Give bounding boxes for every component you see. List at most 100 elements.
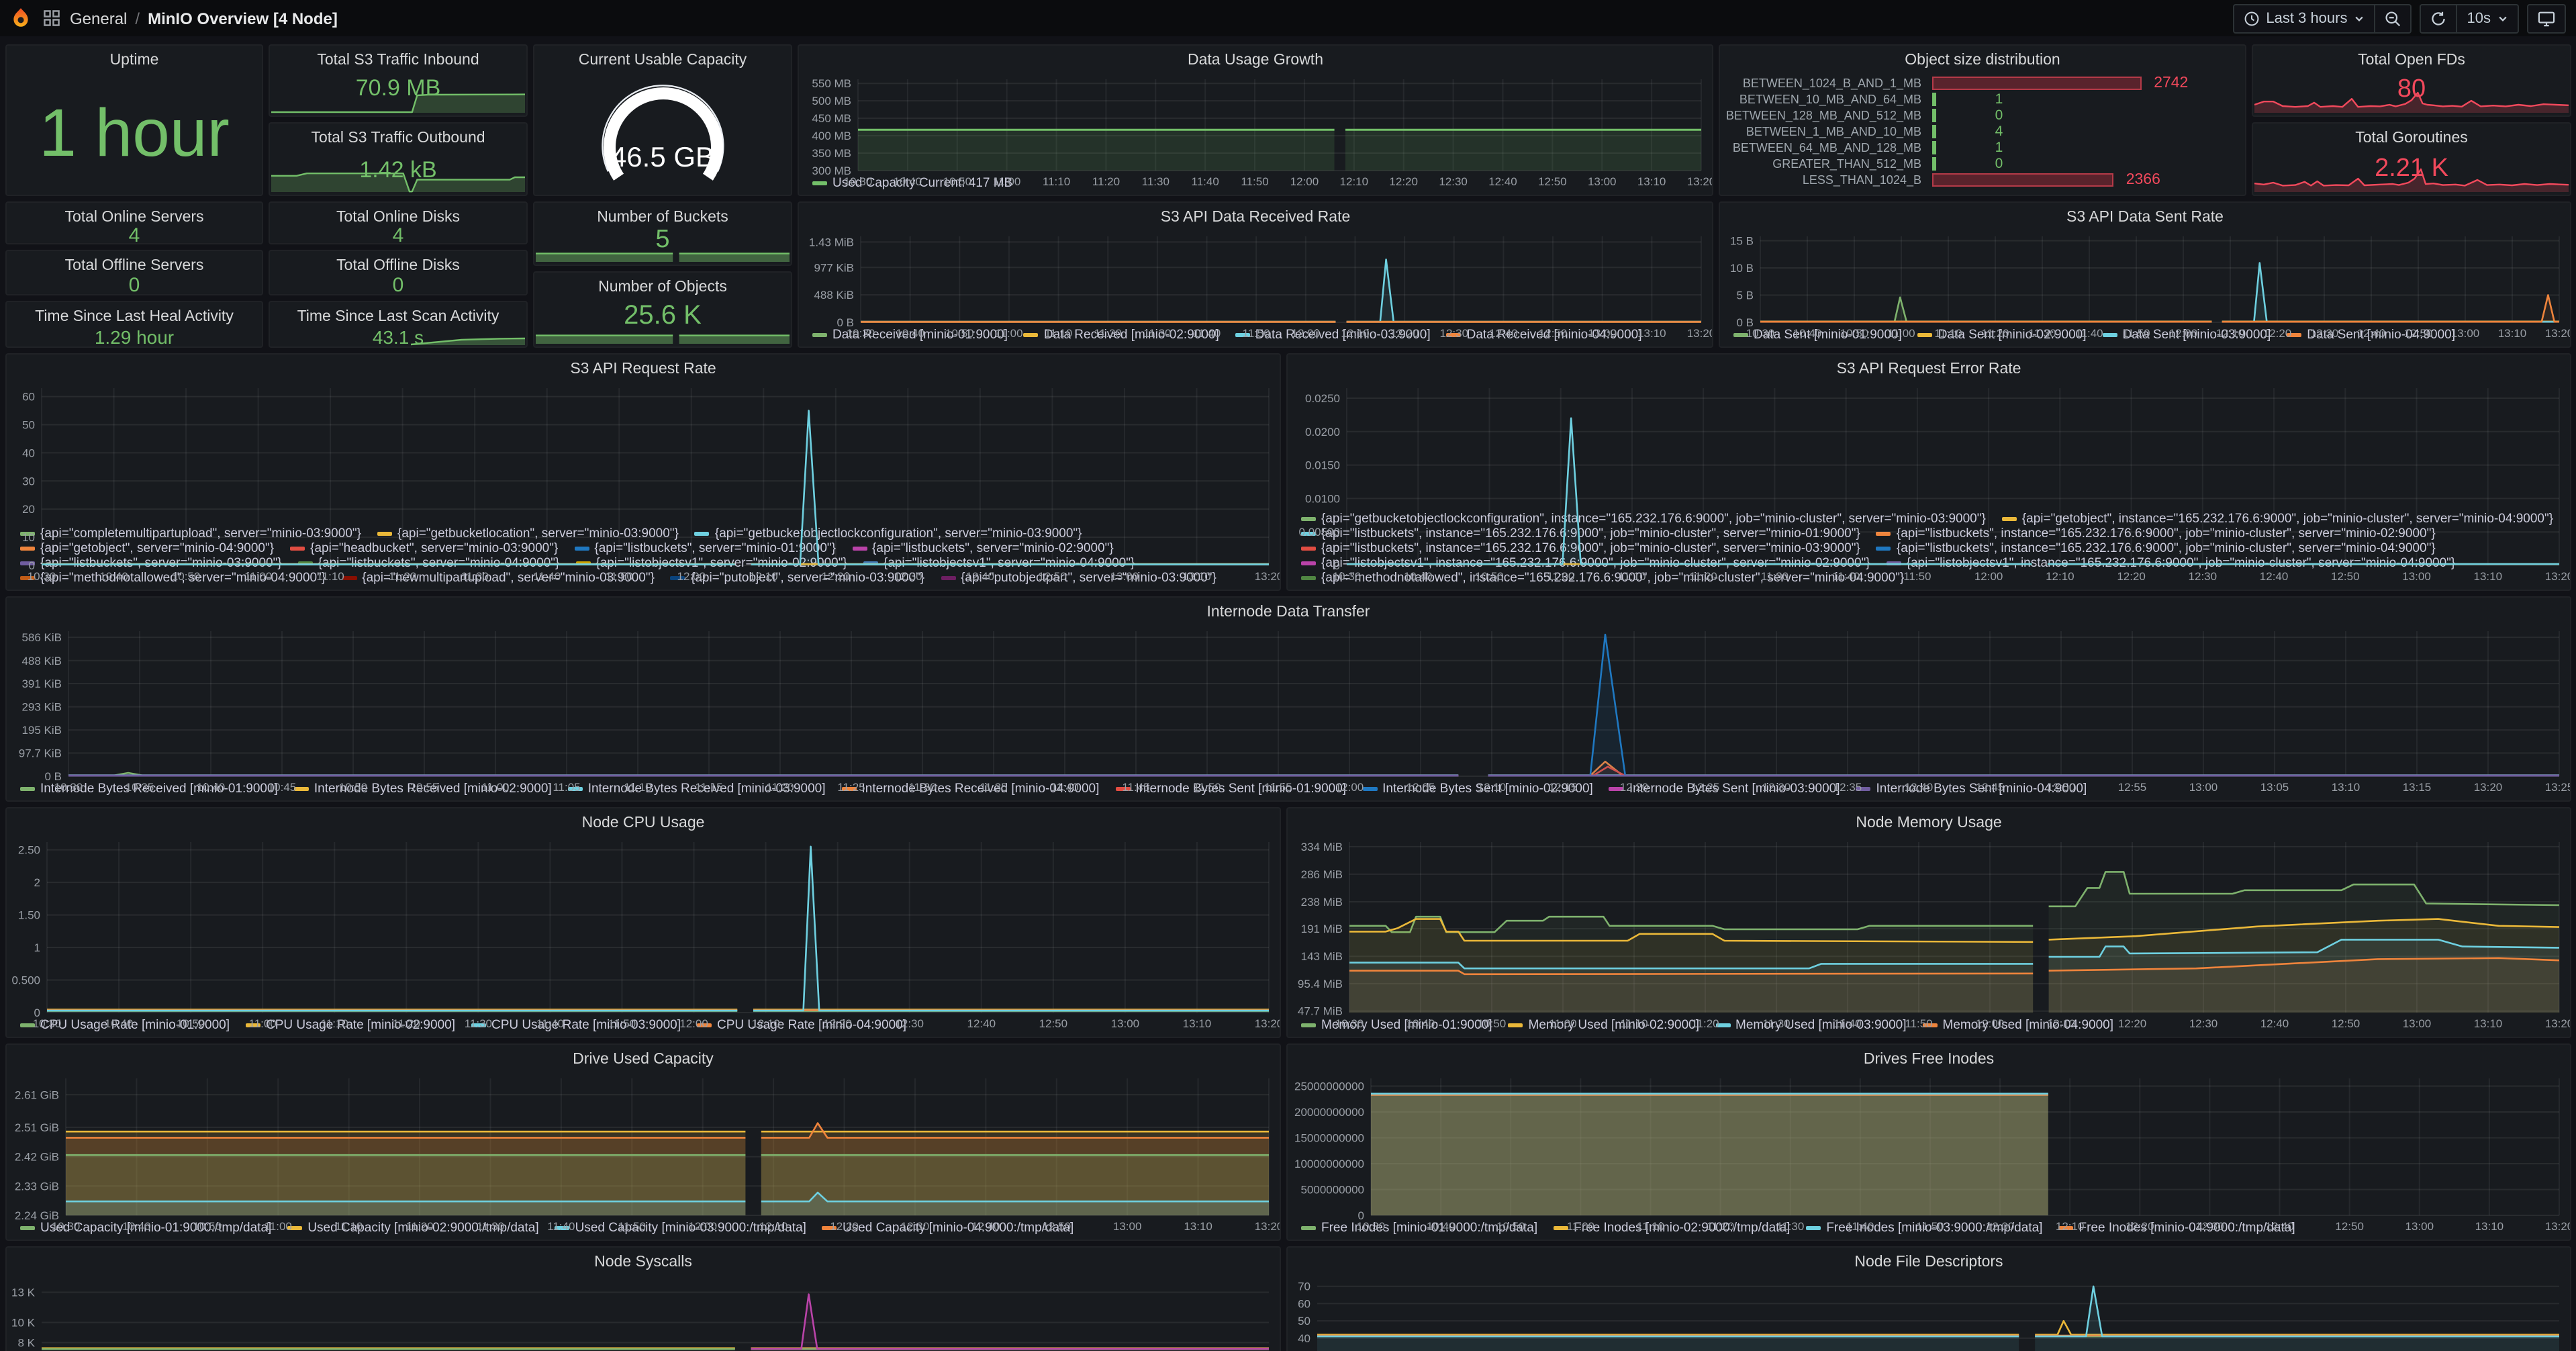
- legend-item[interactable]: CPU Usage Rate [minio-02:9000]: [246, 1018, 455, 1033]
- panel-title[interactable]: Node CPU Usage: [581, 815, 705, 831]
- panel-title[interactable]: Drive Used Capacity: [573, 1052, 714, 1068]
- legend-item[interactable]: Used Capacity [minio-02:9000:/tmp/data]: [287, 1221, 539, 1236]
- dashboard-title[interactable]: MinIO Overview [4 Node]: [148, 9, 338, 28]
- panel-title[interactable]: S3 API Data Received Rate: [1160, 209, 1351, 226]
- legend-item[interactable]: {api="methodnotallowed", server="minio-0…: [20, 571, 326, 586]
- panel-title[interactable]: Internode Data Transfer: [1206, 604, 1370, 620]
- legend-item[interactable]: {api="listbuckets", instance="165.232.17…: [1301, 526, 1860, 541]
- legend-item[interactable]: Internode Bytes Received [minio-04:9000]: [841, 782, 1099, 796]
- legend-item[interactable]: Used Capacity Current: 417 MB: [812, 176, 1012, 191]
- panel-title[interactable]: Total Online Servers: [64, 209, 204, 226]
- legend-item[interactable]: Used Capacity [minio-01:9000:/tmp/data]: [20, 1221, 271, 1236]
- internode-plot[interactable]: 10:30 10:35 10:40 10:45 10:50 10:55 11:00 11:05…: [7, 623, 2570, 794]
- drive-used-plot[interactable]: 10:30 10:40 10:50 11:00 11:10 11:20 11:30 11:40…: [7, 1070, 1280, 1233]
- legend-item[interactable]: {api="putobject", server="minio-03:9000"…: [670, 571, 924, 586]
- legend-item[interactable]: Internode Bytes Received [minio-01:9000]: [20, 782, 278, 796]
- legend-item[interactable]: {api="getbucketobjectlockconfiguration",…: [694, 526, 1082, 541]
- legend-item[interactable]: {api="putobjectpart", server="minio-03:9…: [941, 571, 1217, 586]
- legend-item[interactable]: Data Received [minio-04:9000]: [1446, 328, 1642, 342]
- panel-title[interactable]: Object size distribution: [1905, 52, 2060, 68]
- legend-item[interactable]: {api="listbuckets", server="minio-01:900…: [574, 541, 836, 556]
- legend-item[interactable]: {api="listbuckets", instance="165.232.17…: [1876, 526, 2436, 541]
- panel-title[interactable]: Time Since Last Scan Activity: [297, 309, 499, 325]
- memory-plot[interactable]: 10:30 10:40 10:50 11:00 11:10 11:20 11:30 11:40…: [1288, 834, 2570, 1030]
- legend-item[interactable]: {api="listbuckets", server="minio-02:900…: [852, 541, 1114, 556]
- legend-item[interactable]: Data Sent [minio-04:9000]: [2287, 328, 2455, 342]
- legend-item[interactable]: CPU Usage Rate [minio-03:9000]: [471, 1018, 681, 1033]
- legend-item[interactable]: Free Inodes [minio-02:9000:/tmp/data]: [1554, 1221, 1790, 1236]
- panel-title[interactable]: Total Offline Servers: [64, 258, 204, 274]
- legend-item[interactable]: Internode Bytes Received [minio-02:9000]: [293, 782, 552, 796]
- refresh-interval-picker[interactable]: 10s: [2458, 5, 2518, 32]
- legend-item[interactable]: Data Sent [minio-03:9000]: [2102, 328, 2271, 342]
- panel-title[interactable]: Uptime: [109, 52, 159, 68]
- legend-item[interactable]: Internode Bytes Sent [minio-02:9000]: [1362, 782, 1593, 796]
- breadcrumb-folder[interactable]: General: [70, 9, 128, 28]
- tv-mode-button[interactable]: [2527, 3, 2566, 33]
- legend-item[interactable]: Memory Used [minio-03:9000]: [1715, 1018, 1907, 1033]
- panel-title[interactable]: S3 API Request Rate: [570, 361, 716, 377]
- legend-item[interactable]: Used Capacity [minio-03:9000:/tmp/data]: [555, 1221, 806, 1236]
- panel-title[interactable]: Node Syscalls: [594, 1254, 692, 1270]
- panel-title[interactable]: Number of Buckets: [597, 209, 728, 226]
- legend-item[interactable]: CPU Usage Rate [minio-01:9000]: [20, 1018, 230, 1033]
- request-rate-plot[interactable]: 10:30 10:40 10:50 11:00 11:10 11:20 11:30 11:40…: [7, 380, 1280, 583]
- syscalls-plot[interactable]: 13 K 10 K 8 K: [7, 1273, 1280, 1351]
- legend-item[interactable]: CPU Usage Rate [minio-04:9000]: [697, 1018, 906, 1033]
- legend-item[interactable]: Data Received [minio-03:9000]: [1235, 328, 1431, 342]
- legend-item[interactable]: {api="methodnotallowed", instance="165.2…: [1301, 571, 1904, 586]
- legend-item[interactable]: {api="newmultipartupload", server="minio…: [342, 571, 655, 586]
- legend-item[interactable]: Internode Bytes Received [minio-03:9000]: [567, 782, 826, 796]
- refresh-button[interactable]: [2422, 5, 2456, 32]
- panel-title[interactable]: Total Goroutines: [2355, 130, 2468, 146]
- panel-title[interactable]: Drives Free Inodes: [1863, 1052, 1995, 1068]
- panel-title[interactable]: Total S3 Traffic Outbound: [311, 130, 485, 146]
- legend-item[interactable]: Memory Used [minio-01:9000]: [1301, 1018, 1492, 1033]
- legend-item[interactable]: Data Received [minio-02:9000]: [1023, 328, 1219, 342]
- sent-rate-plot[interactable]: 10:30 10:40 10:50 11:00 11:10 11:20 11:30 11:40…: [1720, 228, 2570, 340]
- panel-title[interactable]: Total Open FDs: [2358, 52, 2465, 68]
- legend-item[interactable]: {api="headbucket", server="minio-03:9000…: [290, 541, 558, 556]
- legend-item[interactable]: Internode Bytes Sent [minio-04:9000]: [1856, 782, 2087, 796]
- zoom-out-button[interactable]: [2376, 5, 2411, 32]
- legend-item[interactable]: Data Sent [minio-02:9000]: [1917, 328, 2087, 342]
- legend-item[interactable]: {api="getobject", server="minio-04:9000"…: [20, 541, 274, 556]
- panel-title[interactable]: Node File Descriptors: [1854, 1254, 2003, 1270]
- legend-item[interactable]: {api="getbucketobjectlockconfiguration",…: [1301, 512, 1986, 526]
- panel-title[interactable]: Time Since Last Heal Activity: [35, 309, 234, 325]
- received-rate-plot[interactable]: 10:30 10:40 10:50 11:00 11:10 11:20 11:30 11:40…: [799, 228, 1712, 340]
- legend-item[interactable]: Free Inodes [minio-03:9000:/tmp/data]: [1806, 1221, 2042, 1236]
- panel-title[interactable]: Node Memory Usage: [1856, 815, 2002, 831]
- fds-plot[interactable]: 70 60 50 40: [1288, 1273, 2570, 1351]
- bargauge-row: BETWEEN_10_MB_AND_64_MB 1: [1725, 91, 2232, 107]
- legend-item[interactable]: {api="getbucketlocation", server="minio-…: [377, 526, 679, 541]
- legend-item[interactable]: Data Received [minio-01:9000]: [812, 328, 1008, 342]
- panel-title[interactable]: Current Usable Capacity: [578, 52, 747, 68]
- panel-title[interactable]: S3 API Data Sent Rate: [2066, 209, 2224, 226]
- legend-item[interactable]: Memory Used [minio-04:9000]: [1922, 1018, 2113, 1033]
- panel-title[interactable]: Total S3 Traffic Inbound: [317, 52, 479, 68]
- error-rate-plot[interactable]: 10:30 10:40 10:50 11:00 11:10 11:20 11:30 11:40…: [1288, 380, 2570, 583]
- data-usage-plot[interactable]: 10:30 10:40 10:50 11:00 11:10 11:20 11:30 11:40…: [799, 71, 1712, 188]
- legend-item[interactable]: {api="getobject", instance="165.232.176.…: [2001, 512, 2553, 526]
- time-range-picker[interactable]: Last 3 hours: [2234, 5, 2374, 32]
- legend-item[interactable]: Memory Used [minio-02:9000]: [1508, 1018, 1699, 1033]
- legend-item[interactable]: {api="completemultipartupload", server="…: [20, 526, 361, 541]
- panel-title[interactable]: Total Online Disks: [336, 209, 461, 226]
- legend-item[interactable]: {api="listbuckets", instance="165.232.17…: [1876, 541, 2436, 556]
- panel-title[interactable]: Data Usage Growth: [1188, 52, 1323, 68]
- panel-title[interactable]: Total Offline Disks: [336, 258, 460, 274]
- legend-item[interactable]: Free Inodes [minio-01:9000:/tmp/data]: [1301, 1221, 1537, 1236]
- legend-item[interactable]: {api="listbuckets", instance="165.232.17…: [1301, 541, 1860, 556]
- legend-item[interactable]: Internode Bytes Sent [minio-01:9000]: [1115, 782, 1346, 796]
- cpu-plot[interactable]: 10:30 10:40 10:50 11:00 11:10 11:20 11:30 11:40…: [7, 834, 1280, 1030]
- panel-title[interactable]: Number of Objects: [598, 279, 727, 295]
- legend-item[interactable]: Free Inodes [minio-04:9000:/tmp/data]: [2058, 1221, 2295, 1236]
- legend-item[interactable]: Used Capacity [minio-04:9000:/tmp/data]: [822, 1221, 1074, 1236]
- panel-title[interactable]: S3 API Request Error Rate: [1836, 361, 2021, 377]
- legend-item[interactable]: Internode Bytes Sent [minio-03:9000]: [1609, 782, 1840, 796]
- grafana-logo-icon[interactable]: [9, 7, 32, 30]
- free-inodes-plot[interactable]: 10:30 10:40 10:50 11:00 11:10 11:20 11:30 11:40…: [1288, 1070, 2570, 1233]
- legend-item[interactable]: Data Sent [minio-01:9000]: [1733, 328, 1902, 342]
- dashboard-grid-icon[interactable]: [43, 9, 60, 27]
